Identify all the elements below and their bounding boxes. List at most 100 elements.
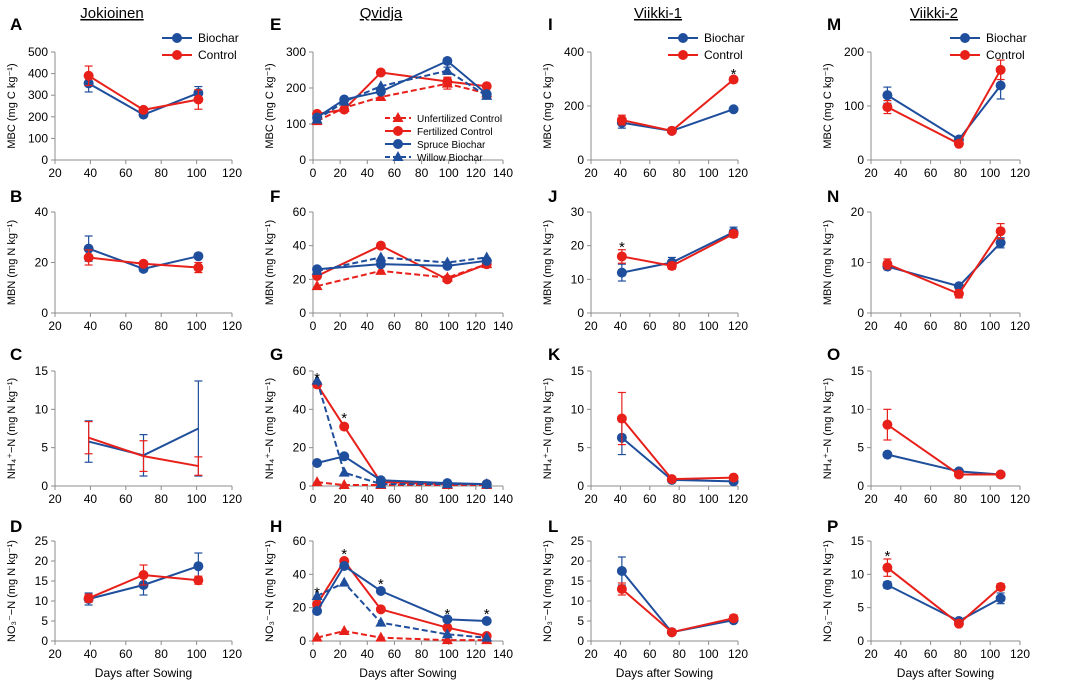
series-line xyxy=(621,108,734,132)
significance-star: * xyxy=(731,66,737,83)
y-axis-label: MBN (mg N kg⁻¹) xyxy=(542,220,554,305)
x-tick-label: 20 xyxy=(584,647,598,661)
y-tick-label: 20 xyxy=(35,554,49,568)
data-point xyxy=(882,562,893,573)
legend-marker xyxy=(172,50,182,60)
panel-label: G xyxy=(270,345,283,364)
data-point xyxy=(339,561,350,571)
legend-label-fert: Fertilized Control xyxy=(417,127,493,138)
x-tick-label: 100 xyxy=(187,166,207,180)
panel-G: G 0 20 40 60 0 20 40 60 80 100 120 140 NH₄⁺−N (mg N k… xyxy=(264,345,513,506)
legend-label-control: Control xyxy=(704,48,743,62)
y-tick-label: 10 xyxy=(851,256,865,270)
y-tick-label: 10 xyxy=(571,272,585,286)
x-tick-label: 80 xyxy=(155,492,169,506)
x-tick-label: 80 xyxy=(155,647,169,661)
significance-star: * xyxy=(378,576,384,593)
x-tick-label: 120 xyxy=(728,319,748,333)
y-tick-label: 100 xyxy=(286,117,306,131)
site-title-viikki-1: Viikki-1 xyxy=(634,5,682,22)
y-tick-label: 25 xyxy=(571,534,585,548)
x-axis-label: Days after Sowing xyxy=(359,666,456,680)
x-tick-label: 80 xyxy=(673,647,687,661)
y-tick-label: 200 xyxy=(564,99,584,113)
x-tick-label: 100 xyxy=(980,492,1000,506)
series-fertilized-control xyxy=(312,240,492,285)
x-tick-label: 20 xyxy=(333,647,347,661)
data-point xyxy=(311,374,323,385)
x-tick-label: 80 xyxy=(954,647,968,661)
data-point xyxy=(728,613,739,624)
x-tick-label: 40 xyxy=(361,647,375,661)
data-point xyxy=(882,90,893,101)
legend-label-unfert: Unfertilized Control xyxy=(417,114,502,125)
y-tick-label: 400 xyxy=(28,67,48,81)
data-point xyxy=(375,80,387,91)
x-tick-label: 0 xyxy=(310,166,317,180)
y-tick-label: 40 xyxy=(35,205,49,219)
panel-O: O 0 5 10 15 20 40 60 80 100 120 NH₄⁺−N (mg N kg⁻¹) xyxy=(822,345,1030,506)
x-tick-label: 60 xyxy=(119,166,133,180)
series-line xyxy=(621,417,734,481)
y-tick-label: 5 xyxy=(41,614,48,628)
x-tick-label: 40 xyxy=(361,319,375,333)
significance-star: * xyxy=(484,606,490,623)
panel-label: P xyxy=(827,517,838,536)
site-title-qvidja: Qvidja xyxy=(360,5,403,22)
x-tick-label: 20 xyxy=(584,492,598,506)
series-line xyxy=(621,231,735,274)
x-tick-label: 80 xyxy=(155,319,169,333)
series-control xyxy=(616,582,739,638)
data-point xyxy=(338,479,350,490)
data-point xyxy=(375,616,387,627)
x-tick-label: 40 xyxy=(894,166,908,180)
x-tick-label: 20 xyxy=(48,319,62,333)
x-tick-label: 120 xyxy=(222,492,242,506)
data-point xyxy=(442,56,453,66)
data-point xyxy=(728,228,739,239)
significance-star: * xyxy=(314,584,320,601)
y-tick-label: 100 xyxy=(844,99,864,113)
series-control xyxy=(83,65,204,115)
panel-C: C 0 5 10 15 20 40 60 80 100 120 NH₄⁺−N (mg N kg⁻¹) xyxy=(6,345,242,506)
data-point xyxy=(375,67,386,78)
data-point xyxy=(882,102,893,113)
y-tick-label: 20 xyxy=(293,601,307,615)
x-tick-label: 100 xyxy=(980,319,1000,333)
y-tick-label: 5 xyxy=(577,441,584,455)
data-point xyxy=(616,115,627,126)
y-tick-label: 15 xyxy=(851,534,865,548)
y-tick-label: 0 xyxy=(41,479,48,493)
x-tick-label: 120 xyxy=(466,647,486,661)
y-tick-label: 5 xyxy=(857,601,864,615)
x-tick-label: 100 xyxy=(187,647,207,661)
legend-label-biochar: Biochar xyxy=(198,31,239,45)
series-control xyxy=(882,408,1006,480)
data-point xyxy=(193,262,204,273)
y-tick-label: 0 xyxy=(857,634,864,648)
y-tick-label: 15 xyxy=(571,574,585,588)
legend-label-biochar: Biochar xyxy=(986,31,1027,45)
data-point xyxy=(83,593,94,604)
legend-label-spruce: Spruce Biochar xyxy=(417,140,486,151)
data-point xyxy=(312,458,323,468)
y-axis-label: NH₄⁺−N (mg N kg⁻¹) xyxy=(542,378,554,479)
y-tick-label: 10 xyxy=(35,594,49,608)
x-tick-label: 40 xyxy=(361,492,375,506)
series-fertilized-control xyxy=(312,379,492,490)
series-control xyxy=(616,74,739,136)
series-line xyxy=(621,436,734,483)
data-point xyxy=(83,252,94,263)
y-tick-label: 0 xyxy=(577,153,584,167)
data-point xyxy=(375,604,386,615)
data-point xyxy=(666,260,677,271)
x-tick-label: 80 xyxy=(954,166,968,180)
site-title-viikki-2: Viikki-2 xyxy=(910,5,958,22)
x-tick-label: 40 xyxy=(84,166,98,180)
series-line xyxy=(316,559,487,637)
x-tick-label: 60 xyxy=(643,166,657,180)
panel-H: H 0 20 40 60 0 20 40 60 80 100 120 140 NO₃⁻−N (mg N k… xyxy=(264,517,513,680)
y-tick-label: 10 xyxy=(571,402,585,416)
x-tick-label: 20 xyxy=(864,647,878,661)
series-line xyxy=(887,242,1002,288)
